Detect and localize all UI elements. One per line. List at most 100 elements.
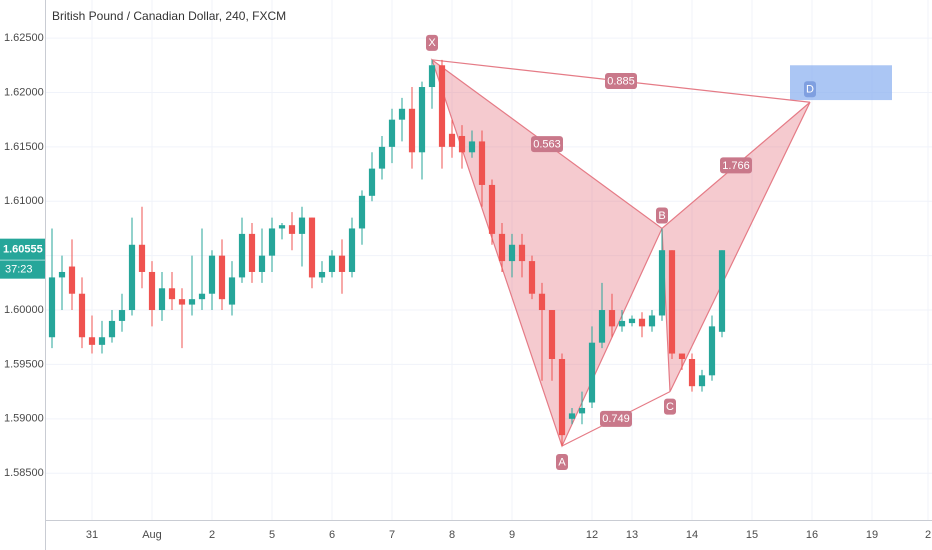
candle-body bbox=[88, 337, 96, 345]
ratio-badge bbox=[720, 157, 752, 174]
ratio-label: 0.885 bbox=[607, 75, 635, 87]
x-tick-label: 14 bbox=[686, 529, 698, 541]
candle-body bbox=[438, 65, 446, 147]
candle-body bbox=[588, 342, 596, 403]
candle-body bbox=[278, 225, 286, 229]
candle-body bbox=[148, 271, 156, 311]
candle-body bbox=[658, 250, 666, 316]
x-tick-label: 12 bbox=[586, 529, 598, 541]
candle-body bbox=[328, 255, 336, 272]
candle-body bbox=[558, 358, 566, 436]
candle-body bbox=[508, 244, 516, 262]
x-tick-label: 19 bbox=[866, 529, 878, 541]
candle-body bbox=[338, 255, 346, 272]
candle-body bbox=[118, 310, 126, 321]
point-badge bbox=[426, 34, 438, 51]
x-tick-label: Aug bbox=[142, 529, 162, 541]
y-tick-label: 1.62000 bbox=[4, 86, 44, 98]
candle-body bbox=[298, 217, 306, 234]
y-tick-label: 1.59500 bbox=[4, 358, 44, 370]
ratio-badge bbox=[531, 136, 563, 153]
candle-body bbox=[458, 135, 466, 153]
y-tick-label: 1.61000 bbox=[4, 195, 44, 207]
candle-body bbox=[98, 337, 106, 345]
candle-body bbox=[368, 168, 376, 196]
candle-body bbox=[408, 108, 416, 153]
candle-body bbox=[108, 320, 116, 338]
point-badge bbox=[556, 454, 568, 471]
chart-title: British Pound / Canadian Dollar, 240, FX… bbox=[52, 9, 286, 23]
candle-body bbox=[358, 195, 366, 229]
ratio-label: 1.766 bbox=[722, 160, 750, 172]
candle-body bbox=[488, 184, 496, 234]
candle-body bbox=[138, 244, 146, 272]
y-tick-label: 1.58500 bbox=[4, 467, 44, 479]
candle-body bbox=[48, 277, 56, 338]
candle-body bbox=[718, 250, 726, 332]
candle-body bbox=[388, 119, 396, 147]
candle-body bbox=[238, 233, 246, 278]
x-tick-label: 15 bbox=[746, 529, 758, 541]
point-label: B bbox=[658, 210, 665, 222]
candle-body bbox=[218, 255, 226, 300]
last-price-label: 1.60555 bbox=[3, 244, 43, 256]
x-tick-label: 6 bbox=[329, 529, 335, 541]
candle-body bbox=[578, 407, 586, 414]
candle-body bbox=[308, 217, 316, 278]
candle-body bbox=[318, 271, 326, 278]
candle-body bbox=[638, 318, 646, 327]
candle-body bbox=[418, 87, 426, 153]
point-label: D bbox=[806, 84, 814, 96]
candle-body bbox=[628, 318, 636, 324]
candle-body bbox=[158, 288, 166, 311]
x-tick-label: 9 bbox=[509, 529, 515, 541]
candle-body bbox=[258, 255, 266, 272]
candle-body bbox=[618, 320, 626, 327]
x-tick-label: 8 bbox=[449, 529, 455, 541]
x-tick-label: 16 bbox=[806, 529, 818, 541]
candle-body bbox=[498, 233, 506, 262]
ratio-badge bbox=[600, 410, 632, 427]
candle-body bbox=[648, 315, 656, 327]
candle-body bbox=[528, 261, 536, 294]
x-tick-label: 13 bbox=[626, 529, 638, 541]
candle-body bbox=[608, 310, 616, 327]
ratio-label: 0.563 bbox=[533, 139, 561, 151]
candle-body bbox=[58, 271, 66, 278]
candle-body bbox=[518, 244, 526, 262]
candle-body bbox=[598, 310, 606, 343]
point-label: A bbox=[558, 456, 566, 468]
candle-body bbox=[288, 225, 296, 234]
point-label: C bbox=[666, 401, 674, 413]
candle-body bbox=[78, 293, 86, 338]
candle-body bbox=[248, 233, 256, 272]
candle-body bbox=[448, 133, 456, 147]
countdown-label: 37:23 bbox=[5, 264, 33, 276]
candle-body bbox=[188, 299, 196, 305]
candle-body bbox=[678, 353, 686, 359]
candle-body bbox=[478, 141, 486, 185]
candle-body bbox=[568, 413, 576, 419]
candle-body bbox=[428, 65, 436, 88]
candle-body bbox=[468, 141, 476, 153]
candle-body bbox=[228, 277, 236, 305]
candle-body bbox=[198, 293, 206, 300]
point-badge bbox=[804, 81, 816, 98]
point-badge bbox=[656, 207, 668, 224]
point-label: X bbox=[428, 37, 436, 49]
y-tick-label: 1.60000 bbox=[4, 304, 44, 316]
y-tick-label: 1.59000 bbox=[4, 413, 44, 425]
candle-body bbox=[398, 108, 406, 120]
candle-body bbox=[698, 375, 706, 387]
candle-body bbox=[348, 228, 356, 272]
candle-body bbox=[708, 326, 716, 376]
last-price-tag bbox=[0, 238, 45, 279]
x-tick-label: 2 bbox=[209, 529, 215, 541]
x-tick-label: 2 bbox=[925, 529, 931, 541]
candle-body bbox=[688, 358, 696, 387]
point-badge bbox=[664, 398, 676, 415]
candle-body bbox=[68, 266, 76, 294]
y-tick-label: 1.62500 bbox=[4, 32, 44, 44]
